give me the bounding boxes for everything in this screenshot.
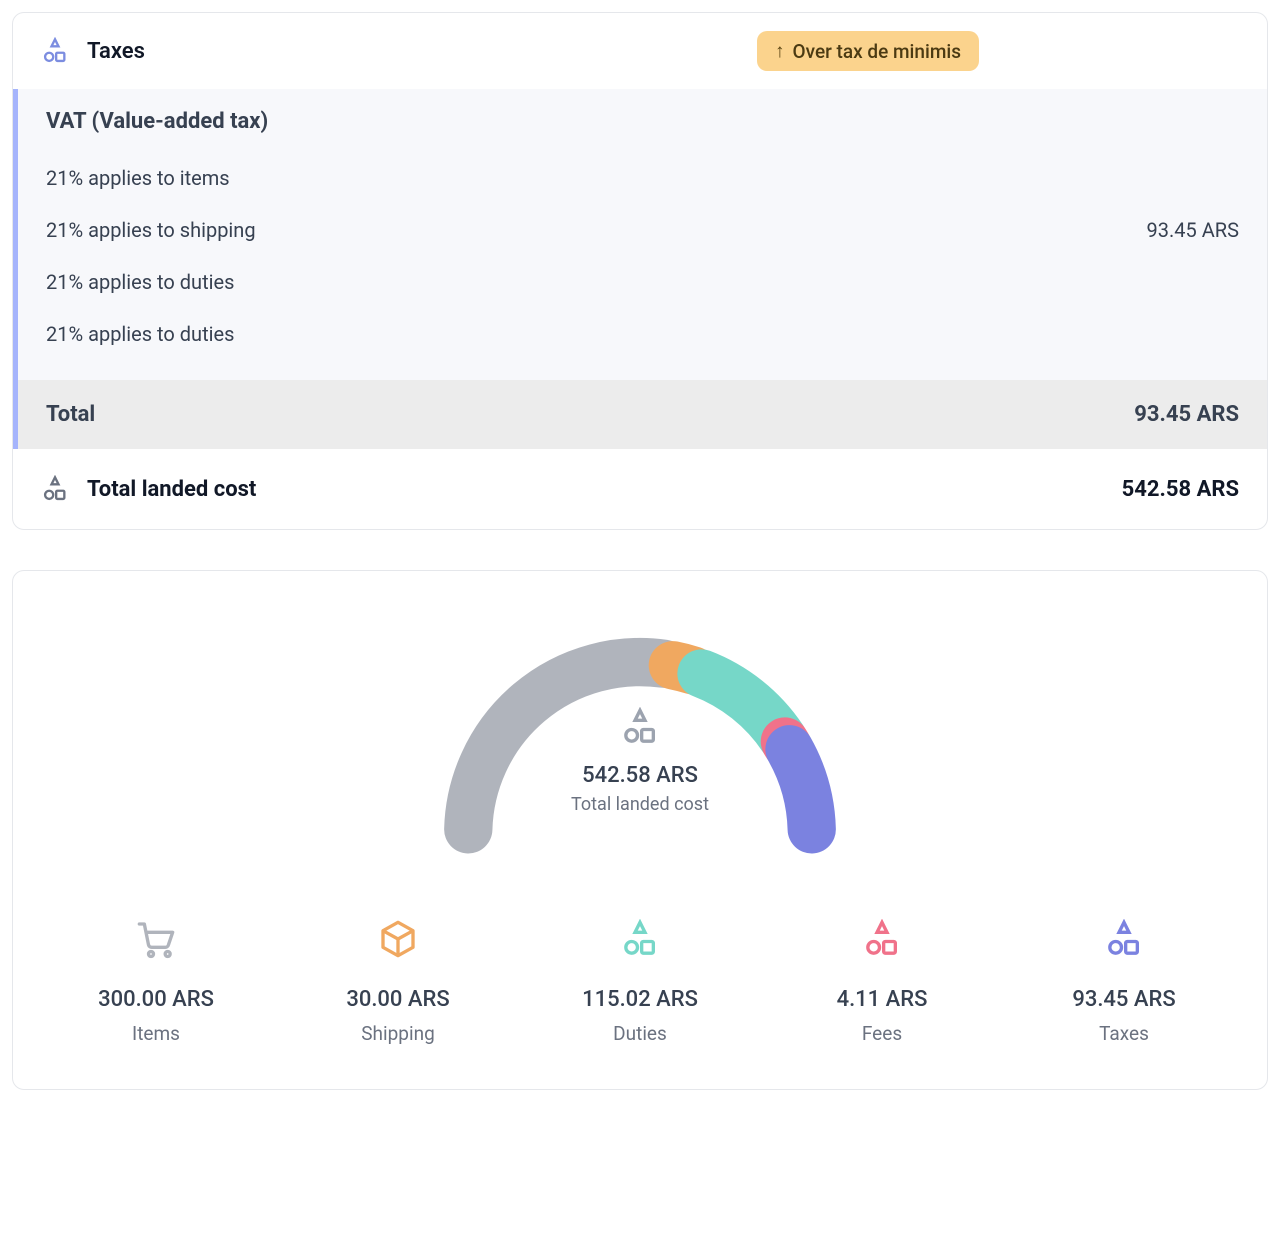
shapes-icon: [620, 707, 660, 747]
vat-line: 21% applies to duties: [46, 256, 1239, 308]
vat-line-text: 21% applies to items: [46, 166, 230, 190]
arrow-up-icon: ↑: [775, 39, 785, 63]
legend-item-shipping: 30.00 ARS Shipping: [283, 919, 513, 1045]
badge-text: Over tax de minimis: [793, 40, 961, 63]
shapes-icon: [620, 919, 660, 959]
vat-line-amount: 93.45 ARS: [1147, 218, 1239, 242]
legend-item-taxes: 93.45 ARS Taxes: [1009, 919, 1239, 1045]
legend-label: Duties: [613, 1022, 667, 1045]
legend-label: Fees: [862, 1022, 902, 1045]
legend-label: Taxes: [1099, 1022, 1149, 1045]
legend-amount: 93.45 ARS: [1072, 987, 1175, 1012]
vat-line: 21% applies to duties: [46, 308, 1239, 360]
taxes-header: Taxes ↑ Over tax de minimis: [13, 13, 1267, 89]
legend-label: Shipping: [361, 1022, 435, 1045]
legend-amount: 30.00 ARS: [346, 987, 449, 1012]
gauge-amount: 542.58 ARS: [400, 763, 880, 788]
legend-amount: 300.00 ARS: [98, 987, 214, 1012]
legend-amount: 4.11 ARS: [837, 987, 928, 1012]
shapes-icon: [862, 919, 902, 959]
taxes-card: Taxes ↑ Over tax de minimis VAT (Value-a…: [12, 12, 1268, 530]
taxes-title: Taxes: [87, 39, 145, 64]
legend-item-fees: 4.11 ARS Fees: [767, 919, 997, 1045]
semi-donut-chart: 542.58 ARS Total landed cost: [400, 611, 880, 871]
chart-card: 542.58 ARS Total landed cost 300.00 ARS I…: [12, 570, 1268, 1090]
shapes-icon: [41, 475, 69, 503]
legend-item-duties: 115.02 ARS Duties: [525, 919, 755, 1045]
shapes-icon: [41, 37, 69, 65]
gauge-center: 542.58 ARS Total landed cost: [400, 707, 880, 815]
box-icon: [378, 919, 418, 959]
legend-label: Items: [132, 1022, 180, 1045]
legend-amount: 115.02 ARS: [582, 987, 698, 1012]
vat-line-text: 21% applies to duties: [46, 270, 234, 294]
taxes-total-row: Total 93.45 ARS: [13, 380, 1267, 449]
gauge-wrap: 542.58 ARS Total landed cost: [41, 611, 1239, 871]
landed-label: Total landed cost: [87, 477, 256, 502]
over-de-minimis-badge: ↑ Over tax de minimis: [757, 31, 979, 71]
landed-amount: 542.58 ARS: [1122, 477, 1239, 502]
gauge-label: Total landed cost: [400, 794, 880, 815]
vat-section: VAT (Value-added tax) 21% applies to ite…: [13, 89, 1267, 380]
vat-line-text: 21% applies to shipping: [46, 218, 256, 242]
landed-cost-row: Total landed cost 542.58 ARS: [13, 449, 1267, 529]
vat-line: 21% applies to items: [46, 152, 1239, 204]
legend-item-items: 300.00 ARS Items: [41, 919, 271, 1045]
cart-icon: [136, 919, 176, 959]
chart-legend: 300.00 ARS Items 30.00 ARS Shipping 115.02 A…: [41, 919, 1239, 1045]
vat-heading: VAT (Value-added tax): [46, 109, 1239, 134]
shapes-icon: [1104, 919, 1144, 959]
vat-line: 21% applies to shipping 93.45 ARS: [46, 204, 1239, 256]
vat-line-text: 21% applies to duties: [46, 322, 234, 346]
total-label: Total: [46, 402, 95, 427]
total-amount: 93.45 ARS: [1134, 402, 1239, 427]
